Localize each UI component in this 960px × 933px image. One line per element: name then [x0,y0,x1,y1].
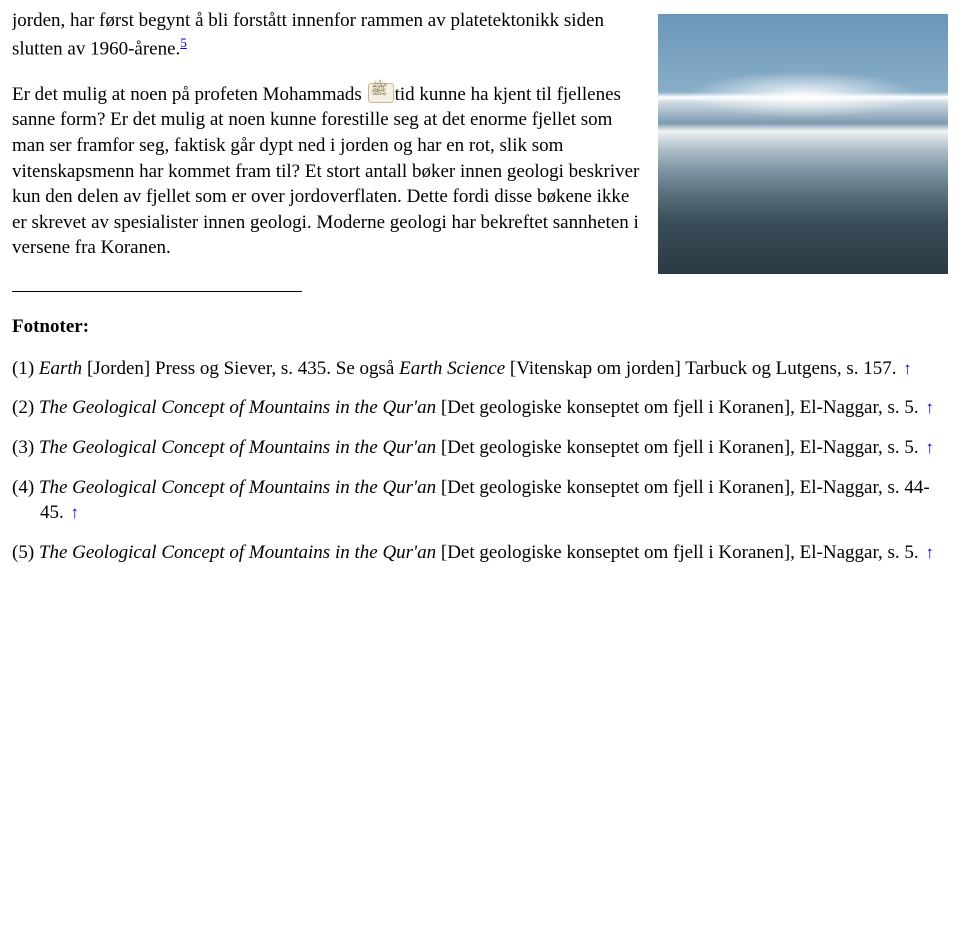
footnote-3-num: (3) [12,437,39,458]
footnote-3-backlink[interactable]: ↑ [925,438,934,457]
footnote-3-text: [Det geologiske konseptet om fjell i Kor… [441,437,924,458]
page-content: jorden, har først begynt å bli forstått … [12,8,948,580]
footnote-5-num: (5) [12,542,39,563]
footnote-ref-5[interactable]: 5 [180,35,187,50]
footnote-4: (4) The Geological Concept of Mountains … [12,475,948,526]
paragraph-1-text: jorden, har først begynt å bli forstått … [12,10,604,59]
pbuh-icon [368,83,394,103]
footnote-5: (5) The Geological Concept of Mountains … [12,540,948,566]
footnote-3: (3) The Geological Concept of Mountains … [12,435,948,461]
mountain-image [658,14,948,274]
footnote-1-cite-2: Earth Science [399,358,505,379]
footnote-1-num: (1) [12,358,39,379]
paragraph-2-text-b: tid kunne ha kjent til fjellenes sanne f… [12,84,639,259]
footnote-1-cite-1: Earth [39,358,82,379]
footnote-2-backlink[interactable]: ↑ [925,398,934,417]
footnote-5-backlink[interactable]: ↑ [925,543,934,562]
footnote-1-text-a: [Jorden] Press og Siever, s. 435. Se ogs… [82,358,399,379]
paragraph-2-text-a: Er det mulig at noen på profeten Mohamma… [12,84,367,105]
footnote-1-text-b: [Vitenskap om jorden] Tarbuck og Lutgens… [505,358,901,379]
footnote-4-backlink[interactable]: ↑ [71,503,80,522]
footnote-5-text: [Det geologiske konseptet om fjell i Kor… [436,542,923,563]
footnote-3-cite: The Geological Concept of Mountains in t… [39,437,441,458]
footnote-2-text: [Det geologiske konseptet om fjell i Kor… [436,397,923,418]
footnote-2-num: (2) [12,397,39,418]
footnote-4-cite: The Geological Concept of Mountains in t… [39,477,436,498]
footnote-1: (1) Earth [Jorden] Press og Siever, s. 4… [12,356,948,382]
footnote-2-cite: The Geological Concept of Mountains in t… [39,397,436,418]
footnote-2: (2) The Geological Concept of Mountains … [12,395,948,421]
footnote-4-num: (4) [12,477,39,498]
footnote-5-cite: The Geological Concept of Mountains in t… [39,542,436,563]
section-divider [12,291,302,292]
footnotes-heading: Fotnoter: [12,314,948,340]
footnote-1-backlink[interactable]: ↑ [903,359,912,378]
